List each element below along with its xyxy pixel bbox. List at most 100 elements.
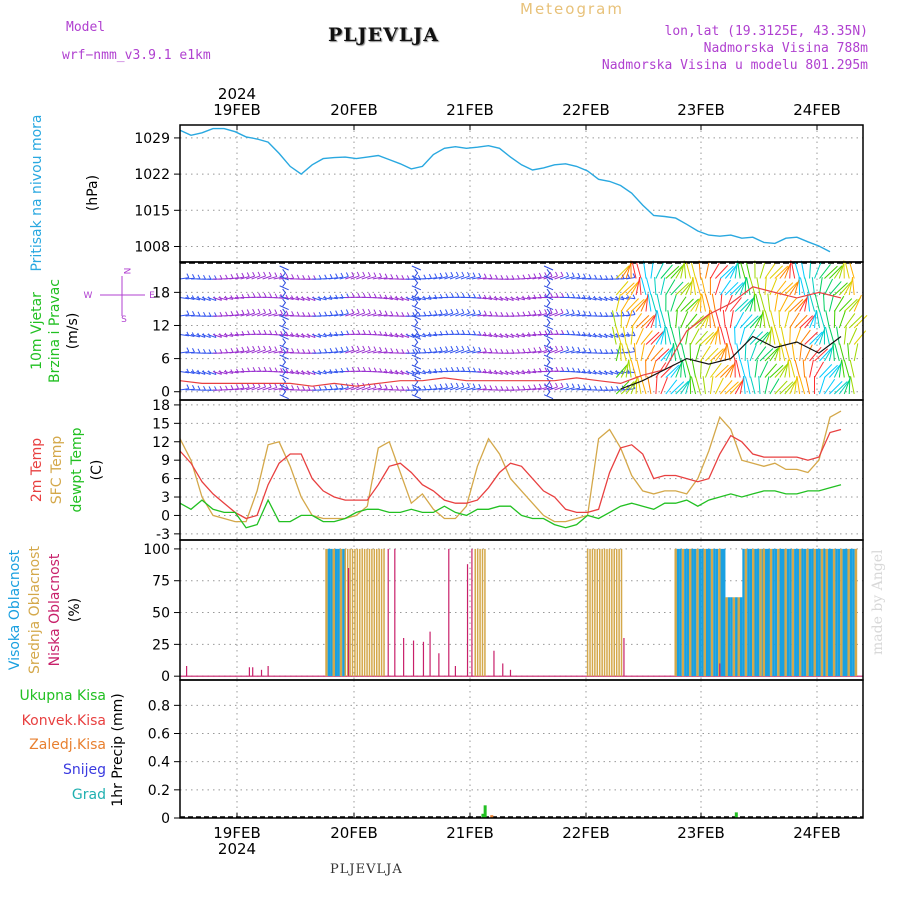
wind-barb (546, 361, 551, 367)
wind-arrow (622, 326, 627, 345)
wind-barb (212, 371, 222, 375)
wind-arrow (745, 260, 751, 279)
wind-arrow (700, 345, 711, 362)
cloud-ylabel-0: Visoka Oblacnost (7, 549, 23, 670)
wind-barb-feather (434, 347, 438, 352)
wind-barb-feather (472, 367, 476, 372)
wind-barb (433, 276, 443, 280)
wind-barb (185, 388, 195, 391)
wind-arrow (780, 326, 786, 345)
wind-barb (282, 272, 287, 277)
wind-arrow (619, 343, 622, 362)
wind-barb (282, 292, 287, 297)
wind-arrow (784, 281, 798, 296)
wind-arrow (635, 261, 642, 279)
wind-gust-line (179, 286, 842, 387)
wind-barb-feather (588, 385, 592, 390)
wind-barb (559, 386, 569, 391)
wind-arrow (645, 293, 649, 312)
wind-barb (433, 387, 443, 391)
wind-arrow (746, 277, 751, 296)
wind-barb-feather (544, 272, 548, 277)
wind-barb-feather (455, 271, 459, 277)
wind-barb-feather (472, 309, 476, 314)
top-year-label: 2024 (218, 85, 256, 103)
wind-barb (592, 297, 602, 301)
wind-arrow (789, 312, 800, 329)
wind-barb-feather (450, 345, 454, 351)
wind-barb (282, 301, 287, 307)
wind-barb (394, 297, 404, 301)
wind-barb-feather (472, 383, 476, 388)
wind-barb-feather (379, 346, 383, 352)
wind-barb (190, 334, 200, 338)
wind-arrow (714, 326, 719, 345)
wind-barb (427, 334, 437, 337)
wind-arrow (691, 359, 697, 378)
wind-arrow (690, 260, 697, 279)
wind-barb-feather (351, 293, 355, 298)
wind-barb-feather (324, 385, 328, 390)
wind-barb (411, 334, 421, 338)
wind-arrow (719, 265, 734, 279)
wind-barb-feather (401, 349, 405, 354)
wind-arrow (794, 314, 808, 329)
wind-barb-feather (246, 272, 250, 277)
wind-barb (196, 334, 206, 338)
wind-arrow (734, 298, 749, 312)
wind-barb-feather (324, 348, 328, 353)
wind-barb-feather (461, 308, 465, 314)
wind-arrow (784, 379, 797, 395)
wind-barb-feather (467, 367, 471, 372)
wind-barb-feather (571, 346, 575, 351)
wind-barb-feather (500, 312, 504, 317)
wind-barb (532, 350, 542, 354)
wind-arrow (764, 263, 776, 279)
wind-barb (185, 277, 195, 280)
wind-barb-feather (461, 292, 465, 298)
wind-barb (543, 364, 554, 370)
wind-barb (488, 371, 498, 375)
wind-barb-feather (395, 385, 399, 391)
wind-barb (543, 315, 554, 320)
wind-barb (179, 314, 189, 317)
wind-barb-feather (351, 345, 355, 351)
wind-barb-feather (258, 329, 262, 335)
wind-barb (543, 394, 554, 400)
wind-arrow (769, 364, 784, 378)
wind-arrow (645, 345, 656, 362)
wind-barb-feather (203, 348, 206, 354)
dewpt-line (179, 484, 842, 529)
wind-barb (334, 334, 344, 336)
wind-barb-feather (357, 292, 361, 298)
wind-barb-feather (478, 383, 482, 389)
wind-barb-feather (335, 273, 339, 278)
temp-ylabel-0: 2m Temp (29, 438, 45, 502)
wind-arrow (665, 379, 678, 395)
wind-barb-feather (450, 382, 454, 388)
wind-arrow (779, 381, 794, 395)
wind-barb-feather (236, 310, 239, 315)
wind-ylabel-2: (m/s) (65, 313, 81, 350)
wind-arrow (615, 293, 621, 312)
wind-arrow (848, 297, 861, 312)
wind-arrow (615, 265, 630, 279)
wind-barb (570, 350, 580, 354)
wind-barb-feather (252, 367, 256, 372)
wind-barb (546, 331, 551, 337)
wind-arrow (744, 315, 759, 329)
wind-barb (543, 275, 554, 281)
wind-barb (372, 276, 382, 280)
wind-arrow (655, 376, 658, 395)
wind-barb-feather (246, 346, 250, 351)
wind-barb (234, 350, 244, 354)
wind-arrow (700, 331, 715, 345)
wind-barb-feather (368, 293, 372, 298)
wind-arrow (833, 295, 845, 312)
wind-barb (273, 387, 283, 391)
wind-barb (499, 297, 509, 302)
wind-barb-feather (572, 330, 576, 336)
wind-barb (345, 275, 354, 280)
precip-bar (481, 813, 485, 818)
wind-arrow (774, 380, 788, 395)
